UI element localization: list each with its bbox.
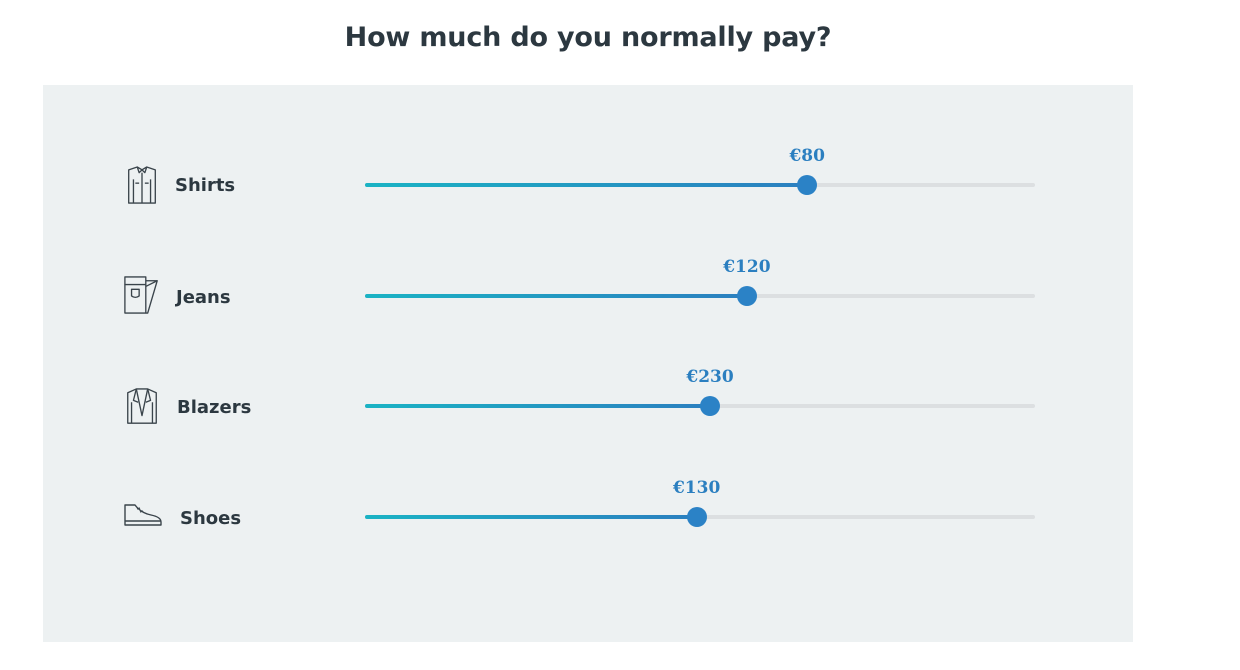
slider-row-shirts: Shirts €80 xyxy=(43,146,1133,215)
slider-label-jeans: Jeans xyxy=(176,287,231,308)
price-slider-shoes[interactable]: €130 xyxy=(365,478,1035,527)
price-slider-blazers[interactable]: €230 xyxy=(365,367,1035,416)
slider-fill xyxy=(365,183,808,187)
slider-thumb[interactable] xyxy=(686,507,707,527)
page-title: How much do you normally pay? xyxy=(344,22,832,53)
slider-label-shoes: Shoes xyxy=(180,508,242,529)
blazer-icon xyxy=(123,387,161,427)
slider-value-jeans: €120 xyxy=(723,257,771,277)
shirt-icon xyxy=(123,166,161,206)
slider-label-shirts: Shirts xyxy=(175,175,236,196)
jeans-icon xyxy=(123,275,161,315)
slider-fill xyxy=(365,294,747,298)
slider-thumb[interactable] xyxy=(700,396,721,416)
slider-row-blazers: Blazers €230 xyxy=(43,367,1133,436)
slider-fill xyxy=(365,404,711,408)
slider-thumb[interactable] xyxy=(736,286,757,306)
slider-value-shoes: €130 xyxy=(672,478,721,498)
slider-value-shirts: €80 xyxy=(789,146,825,166)
slider-label-blazers: Blazers xyxy=(177,397,252,418)
slider-fill xyxy=(365,515,697,519)
slider-row-jeans: Jeans €120 xyxy=(43,257,1133,326)
slider-thumb[interactable] xyxy=(797,175,818,195)
slider-row-shoes: Shoes €130 xyxy=(43,478,1133,547)
slider-value-blazers: €230 xyxy=(686,367,734,387)
price-slider-shirts[interactable]: €80 xyxy=(365,146,1035,195)
price-slider-jeans[interactable]: €120 xyxy=(365,257,1035,306)
price-slider-panel: Shirts €80 Jeans €120 xyxy=(43,85,1133,642)
shoe-icon xyxy=(123,499,163,529)
